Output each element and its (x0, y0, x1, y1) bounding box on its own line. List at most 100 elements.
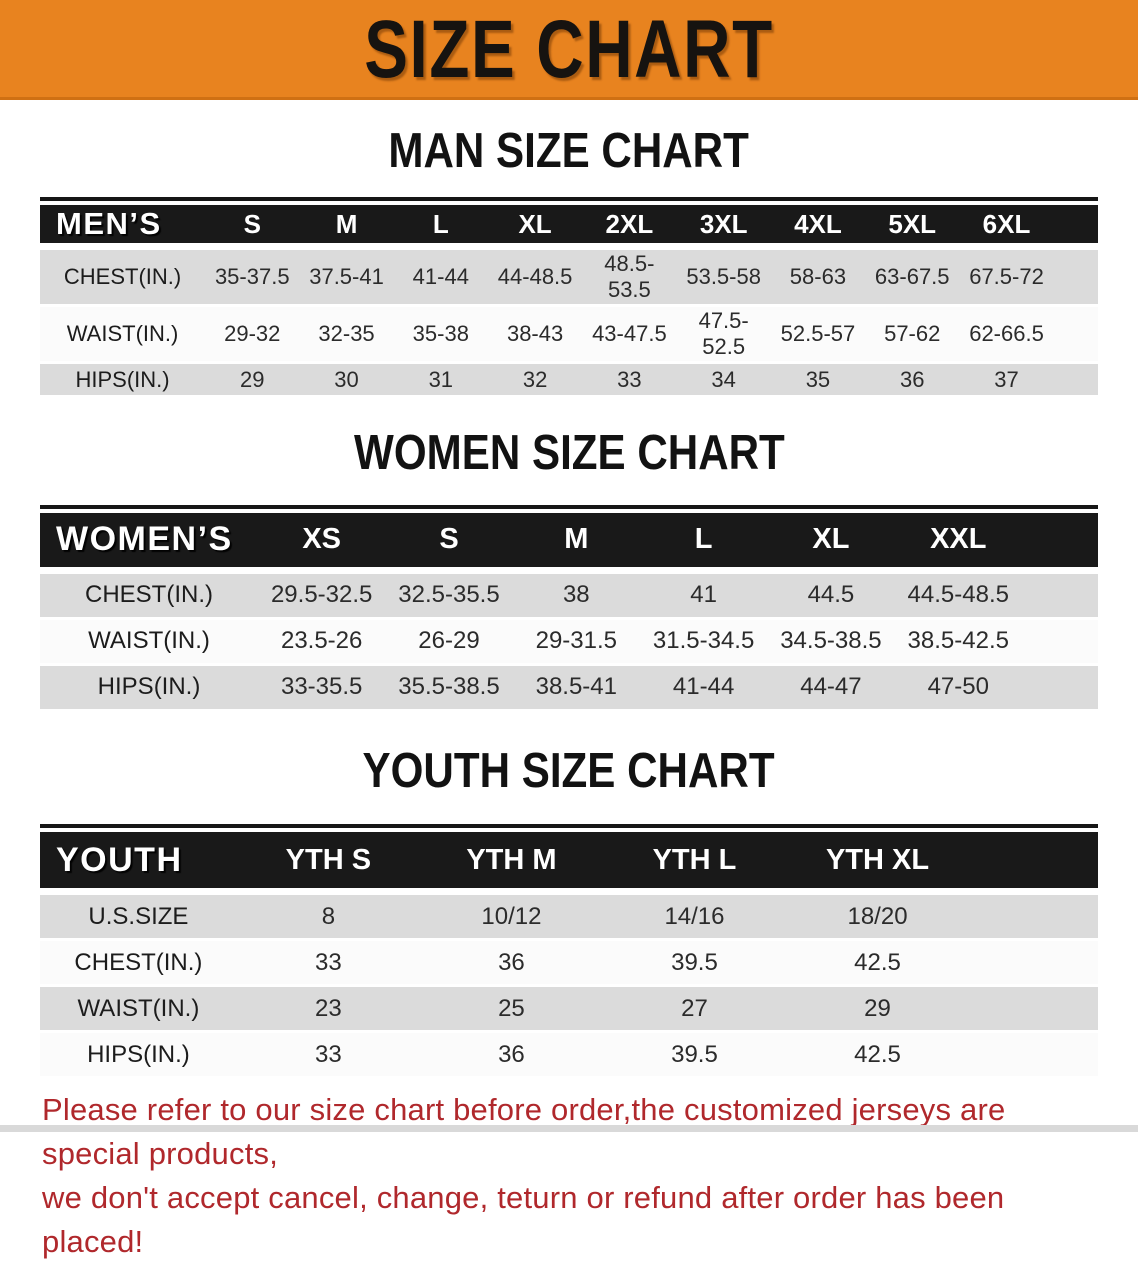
size-value-cell: 32-35 (299, 304, 394, 362)
size-value-cell: 52.5-57 (770, 304, 866, 362)
youth-section-heading: YOUTH SIZE CHART (0, 745, 1138, 797)
size-value-cell: 10/12 (419, 892, 603, 939)
size-column-header: XS (258, 512, 386, 571)
measurement-row-label: U.S.SIZE (40, 892, 237, 939)
measurement-row-label: WAIST(IN.) (40, 616, 259, 663)
size-value-cell: 35-38 (393, 304, 488, 362)
size-value-cell: 29 (786, 984, 970, 1031)
size-value-cell: 67.5-72 (959, 247, 1054, 305)
row-spacer (1053, 304, 1098, 362)
row-spacer (969, 1030, 1098, 1077)
disclaimer-line-2: we don't accept cancel, change, teturn o… (42, 1180, 1005, 1260)
disclaimer-line-1: Please refer to our size chart before or… (42, 1092, 1006, 1172)
row-spacer (1021, 570, 1098, 617)
size-value-cell: 33 (582, 361, 677, 396)
youth-size-table: YOUTH YTH S YTH M YTH L YTH XL U.S.SIZE 8 10/… (40, 832, 1098, 1077)
size-column-header: XL (487, 205, 583, 248)
measurement-row-label: CHEST(IN.) (40, 938, 237, 985)
youth-size-table-wrap: YOUTH YTH S YTH M YTH L YTH XL U.S.SIZE 8 10/… (40, 824, 1098, 1077)
women-size-section: WOMEN SIZE CHART WOMEN’S XS S M L XL XXL CHES… (0, 426, 1138, 709)
size-value-cell: 8 (236, 892, 420, 939)
measurement-row-label: HIPS(IN.) (40, 662, 259, 709)
size-value-cell: 43-47.5 (582, 304, 677, 362)
size-value-cell: 33-35.5 (258, 662, 386, 709)
size-value-cell: 29-32 (205, 304, 300, 362)
youth-table-category-label: YOUTH (40, 832, 237, 893)
size-value-cell: 42.5 (786, 1030, 970, 1077)
size-value-cell: 14/16 (602, 892, 786, 939)
youth-size-header-row: YOUTH YTH S YTH M YTH L YTH XL (40, 832, 1098, 893)
size-value-cell: 48.5-53.5 (582, 247, 677, 305)
size-column-header: YTH M (419, 832, 603, 893)
size-value-cell: 31 (393, 361, 488, 396)
size-column-header: 6XL (959, 205, 1054, 248)
measurement-row: HIPS(IN.) 33-35.5 35.5-38.5 38.5-41 41-44 44-… (40, 662, 1098, 709)
size-value-cell: 35-37.5 (205, 247, 300, 305)
men-table-category-label: MEN’S (40, 205, 206, 248)
women-section-heading-text: WOMEN SIZE CHART (353, 426, 785, 481)
row-spacer (969, 892, 1098, 939)
row-spacer (1053, 247, 1098, 305)
row-spacer (1021, 662, 1098, 709)
size-value-cell: 38.5-42.5 (894, 616, 1022, 663)
header-spacer (1021, 512, 1098, 571)
men-size-section: MAN SIZE CHART MEN’S S M L XL 2XL 3XL 4XL 5XL 6X… (0, 125, 1138, 396)
size-value-cell: 37.5-41 (299, 247, 394, 305)
measurement-row: HIPS(IN.) 29 30 31 32 33 34 35 36 37 (40, 361, 1098, 396)
size-value-cell: 41-44 (639, 662, 768, 709)
measurement-row: CHEST(IN.) 33 36 39.5 42.5 (40, 938, 1098, 985)
size-value-cell: 41-44 (393, 247, 488, 305)
size-column-header: 2XL (582, 205, 677, 248)
size-value-cell: 31.5-34.5 (639, 616, 768, 663)
size-value-cell: 32 (487, 361, 583, 396)
bottom-edge-strip (0, 1125, 1138, 1132)
women-table-category-label: WOMEN’S (40, 512, 259, 571)
women-size-header-row: WOMEN’S XS S M L XL XXL (40, 512, 1098, 571)
measurement-row-label: HIPS(IN.) (40, 361, 206, 396)
measurement-row: WAIST(IN.) 29-32 32-35 35-38 38-43 43-47.5 47.… (40, 304, 1098, 362)
size-value-cell: 42.5 (786, 938, 970, 985)
size-value-cell: 35 (770, 361, 866, 396)
measurement-row: CHEST(IN.) 35-37.5 37.5-41 41-44 44-48.5 48.5… (40, 247, 1098, 305)
size-value-cell: 25 (419, 984, 603, 1031)
measurement-row-label: CHEST(IN.) (40, 570, 259, 617)
size-value-cell: 44-48.5 (487, 247, 583, 305)
size-value-cell: 36 (419, 1030, 603, 1077)
youth-size-section: YOUTH SIZE CHART YOUTH YTH S YTH M YTH L YT… (0, 745, 1138, 1077)
size-value-cell: 29-31.5 (512, 616, 640, 663)
size-value-cell: 34 (676, 361, 771, 396)
men-size-table-wrap: MEN’S S M L XL 2XL 3XL 4XL 5XL 6XL CHEST(IN.) 35-… (40, 197, 1098, 396)
size-value-cell: 57-62 (865, 304, 960, 362)
size-value-cell: 38.5-41 (512, 662, 640, 709)
size-column-header: M (512, 512, 640, 571)
measurement-row: U.S.SIZE 8 10/12 14/16 18/20 (40, 892, 1098, 939)
size-value-cell: 38-43 (487, 304, 583, 362)
measurement-row: CHEST(IN.) 29.5-32.5 32.5-35.5 38 41 44.5 44.5… (40, 570, 1098, 617)
size-value-cell: 36 (419, 938, 603, 985)
measurement-row-label: CHEST(IN.) (40, 247, 206, 305)
size-value-cell: 29 (205, 361, 300, 396)
size-value-cell: 33 (236, 938, 420, 985)
size-column-header: 4XL (770, 205, 866, 248)
size-value-cell: 26-29 (385, 616, 513, 663)
size-value-cell: 63-67.5 (865, 247, 960, 305)
size-value-cell: 29.5-32.5 (258, 570, 386, 617)
size-value-cell: 36 (865, 361, 960, 396)
size-value-cell: 32.5-35.5 (385, 570, 513, 617)
size-value-cell: 62-66.5 (959, 304, 1054, 362)
size-value-cell: 39.5 (602, 1030, 786, 1077)
measurement-row-label: WAIST(IN.) (40, 304, 206, 362)
size-column-header: M (299, 205, 394, 248)
men-size-table: MEN’S S M L XL 2XL 3XL 4XL 5XL 6XL CHEST(IN.) 35-… (40, 205, 1098, 396)
row-spacer (969, 984, 1098, 1031)
size-column-header: YTH XL (786, 832, 970, 893)
men-section-heading: MAN SIZE CHART (0, 125, 1138, 177)
women-size-table: WOMEN’S XS S M L XL XXL CHEST(IN.) 29.5-32.5 32… (40, 512, 1098, 709)
size-value-cell: 47.5-52.5 (676, 304, 771, 362)
size-value-cell: 53.5-58 (676, 247, 771, 305)
size-value-cell: 33 (236, 1030, 420, 1077)
order-disclaimer: Please refer to our size chart before or… (42, 1088, 1096, 1264)
women-size-table-wrap: WOMEN’S XS S M L XL XXL CHEST(IN.) 29.5-32.5 32… (40, 504, 1098, 709)
header-spacer (969, 832, 1098, 893)
measurement-row: HIPS(IN.) 33 36 39.5 42.5 (40, 1030, 1098, 1077)
